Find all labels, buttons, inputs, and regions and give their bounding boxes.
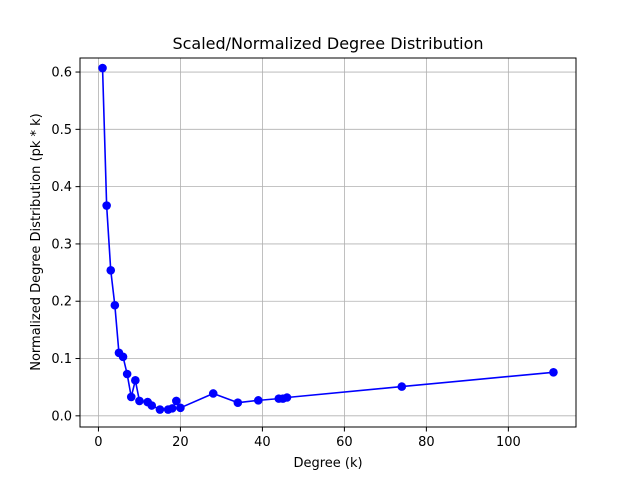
- data-point: [254, 396, 263, 405]
- chart-title: Scaled/Normalized Degree Distribution: [172, 34, 483, 53]
- y-tick-label: 0.2: [51, 295, 72, 310]
- data-point: [147, 401, 157, 410]
- data-point: [397, 382, 407, 391]
- x-tick-label: 60: [336, 435, 353, 450]
- y-tick-label: 0.3: [51, 237, 72, 252]
- y-tick-label: 0.1: [51, 352, 72, 367]
- data-point: [549, 367, 558, 377]
- data-point: [118, 352, 128, 362]
- data-point: [155, 405, 165, 414]
- x-tick-label: 40: [254, 435, 271, 450]
- data-point: [282, 393, 292, 402]
- data-point: [208, 389, 218, 398]
- data-point: [102, 201, 111, 210]
- data-point: [98, 63, 107, 73]
- y-tick-label: 0.4: [51, 180, 72, 195]
- data-point: [176, 403, 185, 413]
- y-axis-ticks: 0.0 0.1 0.2 0.3 0.4 0.5 0.6: [51, 66, 80, 424]
- y-tick-label: 0.5: [51, 123, 72, 138]
- y-tick-label: 0.0: [51, 409, 72, 424]
- x-tick-label: 0: [94, 435, 102, 450]
- x-axis-label: Degree (k): [293, 456, 362, 471]
- data-point: [167, 404, 177, 413]
- data-point: [110, 300, 120, 310]
- data-point: [172, 396, 181, 406]
- data-point: [122, 369, 132, 379]
- x-axis-ticks: 0 20 40 60 80 100: [94, 427, 521, 450]
- x-tick-label: 100: [496, 435, 521, 450]
- y-tick-label: 0.6: [51, 66, 72, 81]
- data-point: [106, 265, 116, 275]
- data-point: [126, 392, 136, 402]
- data-point: [131, 376, 140, 385]
- x-tick-label: 20: [172, 435, 189, 450]
- data-point: [135, 396, 144, 406]
- series-layer: [98, 63, 558, 414]
- data-point: [233, 398, 243, 407]
- plot-frame: [79, 57, 577, 428]
- y-axis-label: Normalized Degree Distribution (pk * k): [29, 113, 44, 371]
- grid: [80, 58, 576, 427]
- x-tick-label: 80: [418, 435, 435, 450]
